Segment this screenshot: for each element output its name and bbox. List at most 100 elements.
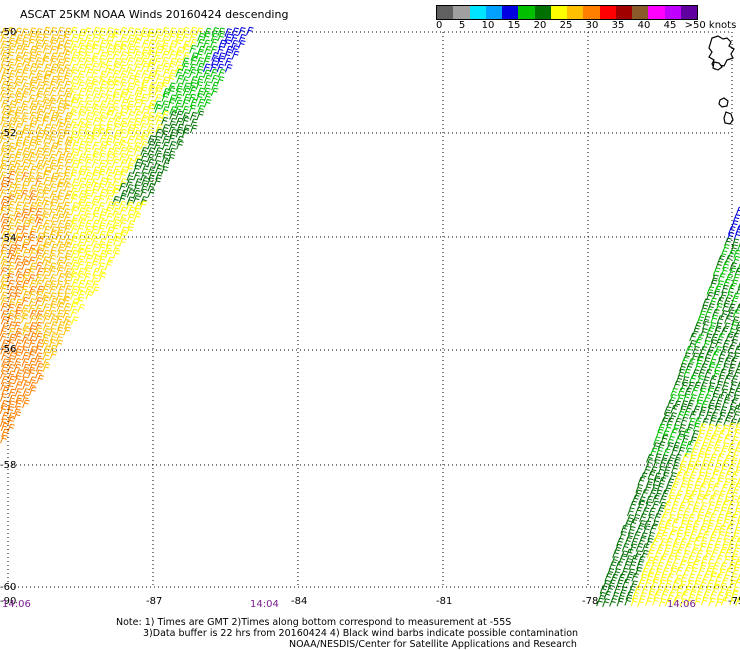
wind-barb-icon [689,374,697,384]
wind-barb-icon [168,141,177,150]
wind-barb-icon [112,63,121,72]
wind-barb-icon [707,555,716,565]
wind-barb-icon [1,105,10,114]
wind-barb-icon [0,375,9,385]
wind-barb-icon [0,297,8,306]
wind-barb-icon [14,339,23,348]
wind-barb-icon [617,592,626,601]
wind-barb-icon [62,33,71,42]
wind-barb-icon [49,130,57,139]
wind-barb-icon [695,591,703,600]
wind-barb-icon [76,146,85,156]
wind-barb-icon [691,386,699,396]
axis-labels: -90-87-84-81-78-75-50-52-54-56-58-6014:0… [0,27,740,610]
wind-barb-icon [41,33,50,42]
wind-barb-icon [724,314,732,324]
wind-barb-icon [20,189,29,199]
wind-barb-icon [218,39,227,49]
wind-barb-icon [70,45,79,55]
wind-barb-icon [728,561,736,571]
wind-barb-icon [70,98,78,108]
wind-barb-icon [22,322,30,331]
wind-barb-icon [14,332,23,342]
wind-barb-icon [35,207,43,217]
wind-barb-icon [91,201,99,210]
wind-barb-icon [7,39,16,49]
wind-barb-icon [56,213,65,222]
wind-barb-icon [77,81,85,90]
wind-barb-icon [35,357,43,367]
wind-barb-icon [57,122,65,132]
wind-barb-icon [0,141,9,151]
wind-barb-icon [76,94,85,103]
wind-barb-icon [736,460,740,469]
wind-barb-icon [14,261,23,270]
wind-barb-icon [197,87,205,97]
legend-swatch [453,6,470,19]
wind-barb-icon [153,70,162,79]
wind-barb-icon [64,141,73,150]
wind-barb-icon [153,141,162,151]
wind-barb-icon [28,81,37,91]
wind-barb-icon [0,51,9,61]
wind-barb-icon [64,320,72,330]
wind-barb-icon [42,170,51,180]
wind-barb-icon [723,374,732,384]
wind-barb-icon [56,69,65,78]
wind-barb-icon [696,393,705,403]
wind-barb-icon [15,369,23,378]
wind-barb-icon [56,75,64,85]
wind-barb-icon [708,322,717,331]
wind-barb-icon [181,57,190,67]
wind-barb-icon [692,484,701,493]
wind-barb-icon [721,284,729,294]
wind-barb-icon [721,459,730,468]
wind-barb-icon [119,158,128,168]
wind-barb-icon [78,231,86,241]
wind-barb-icon [134,201,143,211]
wind-barb-icon [69,88,78,97]
wind-barb-icon [733,231,740,240]
wind-barb-icon [707,519,715,529]
wind-barb-icon [134,86,143,96]
wind-barb-icon [28,298,37,307]
wind-barb-icon [702,320,710,330]
wind-barb-icon [91,212,100,222]
wind-barb-icon [155,171,163,181]
wind-barb-icon [70,272,78,282]
wind-barb-icon [223,39,232,48]
wind-barb-icon [99,208,108,217]
wind-barb-icon [36,244,44,253]
wind-barb-icon [14,106,23,115]
wind-barb-icon [0,159,8,169]
wind-barb-icon [28,363,37,373]
wind-barb-icon [190,124,198,134]
wind-barb-icon [15,303,23,313]
island-coastline-icon [718,97,729,108]
wind-barb-icon [91,52,99,62]
wind-barb-icon [21,172,29,181]
wind-barb-icon [181,128,190,138]
wind-barb-icon [0,267,8,276]
wind-barb-icon [105,260,113,270]
wind-barb-icon [35,290,44,300]
wind-barb-icon [76,255,85,265]
wind-barb-icon [13,81,22,90]
wind-barb-icon [160,116,169,126]
wind-barb-icon [668,530,676,540]
note-line-2: 3)Data buffer is 22 hrs from 20160424 4)… [143,628,579,639]
wind-barb-icon [83,194,92,204]
wind-barb-icon [63,39,72,49]
wind-barb-icon [70,256,79,266]
wind-barb-icon [35,218,44,228]
wind-barb-icon [687,477,695,486]
wind-barb-icon [674,574,683,584]
wind-barb-icon [106,44,114,54]
wind-barb-icon [730,279,739,289]
wind-barb-icon [710,567,718,577]
wind-barb-icon [628,585,636,595]
wind-barb-icon [695,514,704,523]
wind-barb-icon [34,352,43,361]
wind-barb-icon [63,238,72,247]
wind-barb-icon [50,213,59,223]
